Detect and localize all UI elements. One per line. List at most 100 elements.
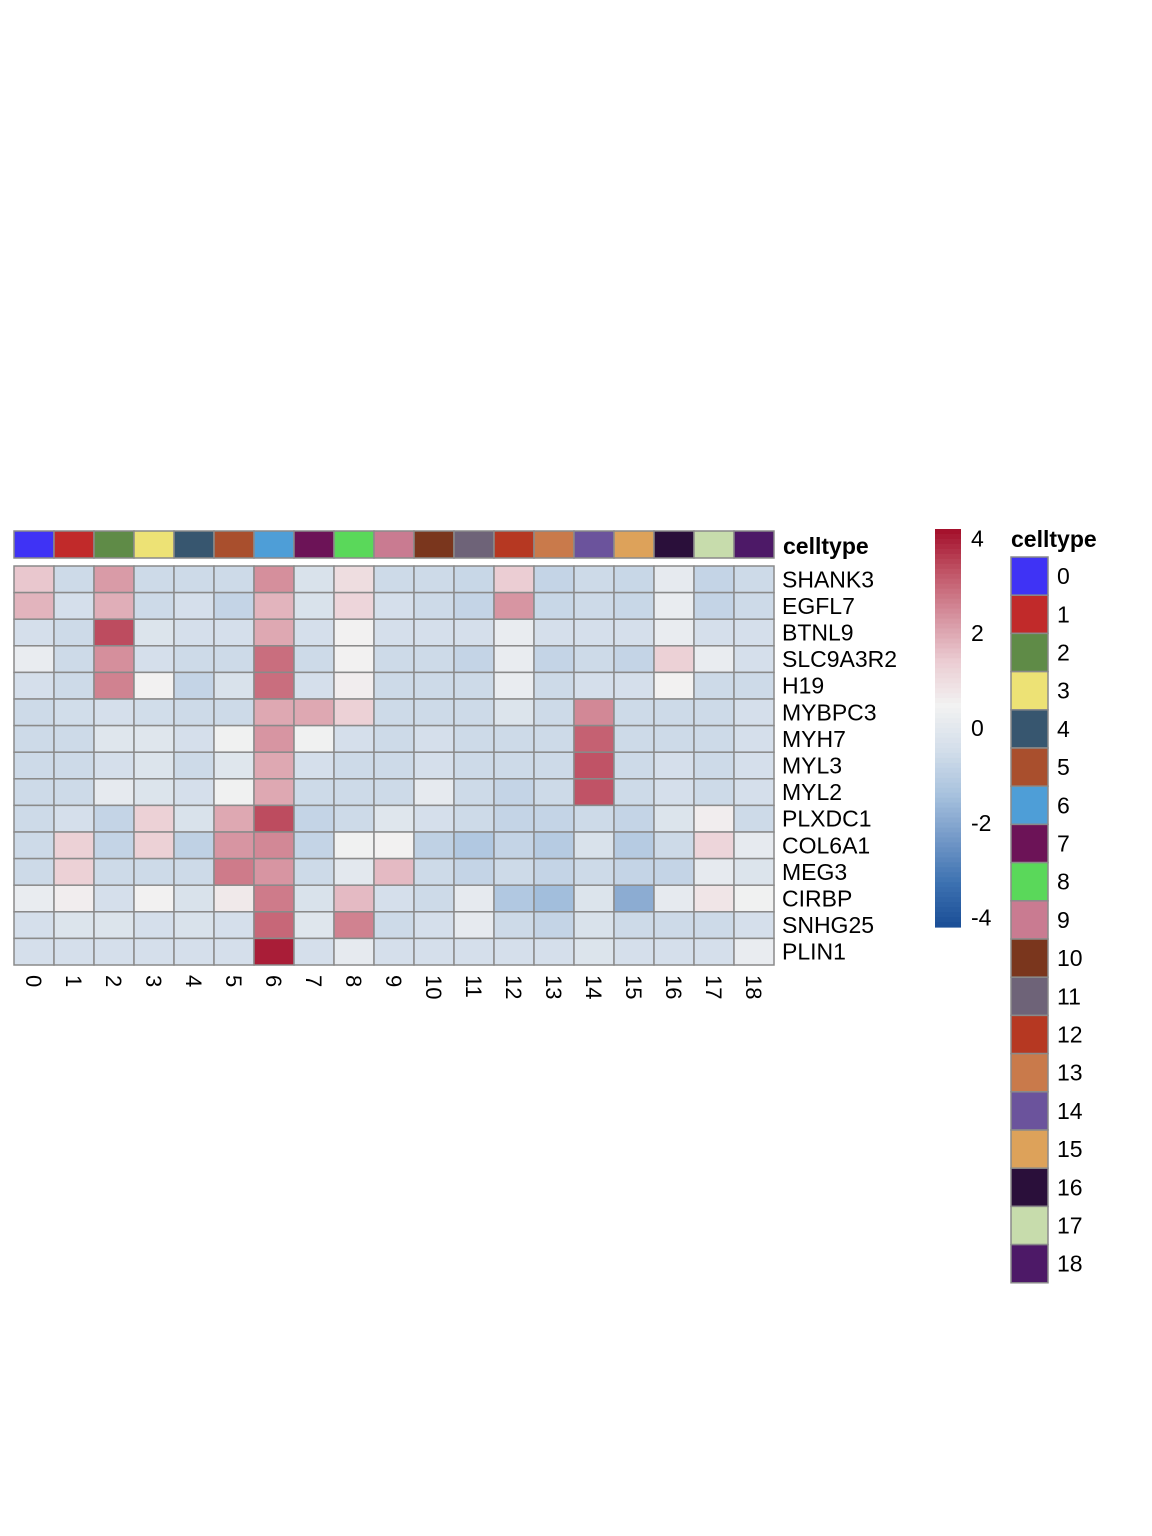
colorbar-segment bbox=[935, 598, 961, 605]
cell-H19-15 bbox=[613, 671, 655, 700]
colorbar-segment bbox=[935, 578, 961, 585]
colorbar-segment bbox=[935, 782, 961, 789]
cell-EGFL7-4 bbox=[173, 591, 215, 620]
colorbar-segment bbox=[935, 742, 961, 749]
colorbar-segment bbox=[935, 832, 961, 839]
cell-EGFL7-17 bbox=[693, 591, 735, 620]
colorbar-segment bbox=[935, 558, 961, 565]
legend-swatch-11 bbox=[1010, 976, 1049, 1017]
cell-PLIN1-4 bbox=[173, 937, 215, 966]
cell-CIRBP-17 bbox=[693, 884, 735, 913]
cell-H19-6 bbox=[253, 671, 295, 700]
cell-MYL3-3 bbox=[133, 751, 175, 780]
colorbar-segment bbox=[935, 658, 961, 664]
cell-MYBPC3-2 bbox=[93, 698, 135, 727]
cell-CIRBP-7 bbox=[293, 884, 335, 913]
cell-MYL3-14 bbox=[573, 751, 615, 780]
cell-EGFL7-0 bbox=[13, 591, 55, 620]
legend-label: 8 bbox=[1057, 869, 1070, 895]
cell-MYL3-5 bbox=[213, 751, 255, 780]
colorbar-segment bbox=[935, 807, 961, 814]
cell-COL6A1-1 bbox=[53, 831, 95, 860]
cell-MYL2-4 bbox=[173, 778, 215, 807]
cell-COL6A1-7 bbox=[293, 831, 335, 860]
cell-PLIN1-14 bbox=[573, 937, 615, 966]
cell-MYBPC3-7 bbox=[293, 698, 335, 727]
cell-EGFL7-1 bbox=[53, 591, 95, 620]
colorbar-segment bbox=[935, 917, 961, 923]
cell-CIRBP-15 bbox=[613, 884, 655, 913]
cell-BTNL9-10 bbox=[413, 618, 455, 647]
cell-MYL2-6 bbox=[253, 778, 295, 807]
cell-SLC9A3R2-7 bbox=[293, 645, 335, 674]
legend-swatch-4 bbox=[1010, 709, 1049, 749]
cell-MYL3-18 bbox=[733, 751, 775, 780]
cell-PLXDC1-13 bbox=[533, 804, 575, 833]
column-label: 15 bbox=[621, 975, 646, 999]
annotation-cell-4 bbox=[173, 530, 215, 559]
cell-PLIN1-0 bbox=[13, 937, 55, 966]
cell-EGFL7-14 bbox=[573, 591, 615, 620]
cell-H19-17 bbox=[693, 671, 735, 700]
cell-BTNL9-17 bbox=[693, 618, 735, 647]
cell-MYL2-12 bbox=[493, 778, 535, 807]
cell-MYL3-16 bbox=[653, 751, 695, 780]
legend-swatch-17 bbox=[1010, 1205, 1049, 1246]
colorbar-segment bbox=[935, 737, 961, 744]
cell-PLXDC1-5 bbox=[213, 804, 255, 833]
cell-MYL2-0 bbox=[13, 778, 55, 807]
cell-COL6A1-0 bbox=[13, 831, 55, 860]
cell-EGFL7-5 bbox=[213, 591, 255, 620]
colorbar-segment bbox=[935, 608, 961, 615]
cell-COL6A1-18 bbox=[733, 831, 775, 860]
cell-COL6A1-13 bbox=[533, 831, 575, 860]
cell-MEG3-5 bbox=[213, 857, 255, 886]
cell-MEG3-13 bbox=[533, 857, 575, 886]
colorbar-segment bbox=[935, 827, 961, 834]
cell-MYH7-18 bbox=[733, 724, 775, 753]
cell-MEG3-11 bbox=[453, 857, 495, 886]
cell-MYBPC3-1 bbox=[53, 698, 95, 727]
column-label: 0 bbox=[21, 975, 46, 987]
row-label: SLC9A3R2 bbox=[782, 646, 897, 672]
cell-SHANK3-4 bbox=[173, 565, 215, 594]
row-label: MEG3 bbox=[782, 859, 847, 885]
cell-MEG3-9 bbox=[373, 857, 415, 886]
cell-SLC9A3R2-9 bbox=[373, 645, 415, 674]
cell-MEG3-7 bbox=[293, 857, 335, 886]
annotation-cell-17 bbox=[693, 530, 735, 559]
cell-PLIN1-16 bbox=[653, 937, 695, 966]
cell-H19-7 bbox=[293, 671, 335, 700]
cell-EGFL7-8 bbox=[333, 591, 375, 620]
cell-PLXDC1-8 bbox=[333, 804, 375, 833]
cell-SHANK3-14 bbox=[573, 565, 615, 594]
legend-swatch-12 bbox=[1010, 1014, 1049, 1055]
cell-MYL3-10 bbox=[413, 751, 455, 780]
cell-MEG3-4 bbox=[173, 857, 215, 886]
colorbar-segment bbox=[935, 912, 961, 918]
cell-SHANK3-7 bbox=[293, 565, 335, 594]
cell-MYL2-10 bbox=[413, 778, 455, 807]
cell-PLIN1-6 bbox=[253, 937, 295, 966]
column-label: 17 bbox=[701, 975, 726, 999]
cell-H19-2 bbox=[93, 671, 135, 700]
annotation-cell-12 bbox=[493, 530, 535, 559]
cell-CIRBP-11 bbox=[453, 884, 495, 913]
colorbar-segment bbox=[935, 563, 961, 570]
cell-PLIN1-3 bbox=[133, 937, 175, 966]
colorbar-segment bbox=[935, 688, 961, 694]
legend-title: celltype bbox=[1011, 526, 1097, 552]
legend-swatch-16 bbox=[1010, 1167, 1049, 1208]
colorbar-segment bbox=[935, 673, 961, 679]
cell-H19-18 bbox=[733, 671, 775, 700]
cell-PLXDC1-0 bbox=[13, 804, 55, 833]
column-label: 1 bbox=[61, 975, 86, 987]
row-label: COL6A1 bbox=[782, 832, 870, 858]
cell-MYL2-3 bbox=[133, 778, 175, 807]
cell-EGFL7-18 bbox=[733, 591, 775, 620]
cell-MEG3-18 bbox=[733, 857, 775, 886]
cell-PLIN1-1 bbox=[53, 937, 95, 966]
colorbar-segment bbox=[935, 663, 961, 669]
cell-MYL3-4 bbox=[173, 751, 215, 780]
colorbar-segment bbox=[935, 633, 961, 640]
